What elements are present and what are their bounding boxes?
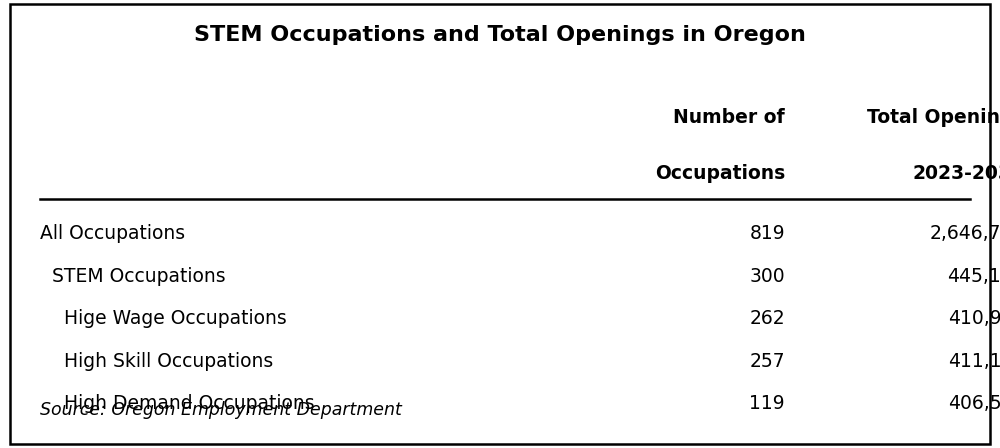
Text: Hige Wage Occupations: Hige Wage Occupations bbox=[40, 309, 287, 328]
Text: 300: 300 bbox=[749, 267, 785, 285]
Text: 410,902: 410,902 bbox=[948, 309, 1000, 328]
Text: Number of: Number of bbox=[673, 108, 785, 126]
Text: 2023-2033: 2023-2033 bbox=[913, 164, 1000, 182]
Text: 119: 119 bbox=[749, 394, 785, 413]
Text: Total Openings: Total Openings bbox=[867, 108, 1000, 126]
Text: 2,646,736: 2,646,736 bbox=[930, 224, 1000, 243]
Text: STEM Occupations and Total Openings in Oregon: STEM Occupations and Total Openings in O… bbox=[194, 25, 806, 45]
Text: 262: 262 bbox=[749, 309, 785, 328]
Text: 445,165: 445,165 bbox=[948, 267, 1000, 285]
Text: 819: 819 bbox=[749, 224, 785, 243]
Text: 406,586: 406,586 bbox=[948, 394, 1000, 413]
Text: 411,131: 411,131 bbox=[948, 352, 1000, 370]
Text: High Demand Occupations: High Demand Occupations bbox=[40, 394, 315, 413]
Text: STEM Occupations: STEM Occupations bbox=[40, 267, 226, 285]
Text: All Occupations: All Occupations bbox=[40, 224, 185, 243]
Text: Occupations: Occupations bbox=[655, 164, 785, 182]
Text: High Skill Occupations: High Skill Occupations bbox=[40, 352, 273, 370]
Text: 257: 257 bbox=[749, 352, 785, 370]
Text: Source: Oregon Employment Department: Source: Oregon Employment Department bbox=[40, 401, 402, 419]
